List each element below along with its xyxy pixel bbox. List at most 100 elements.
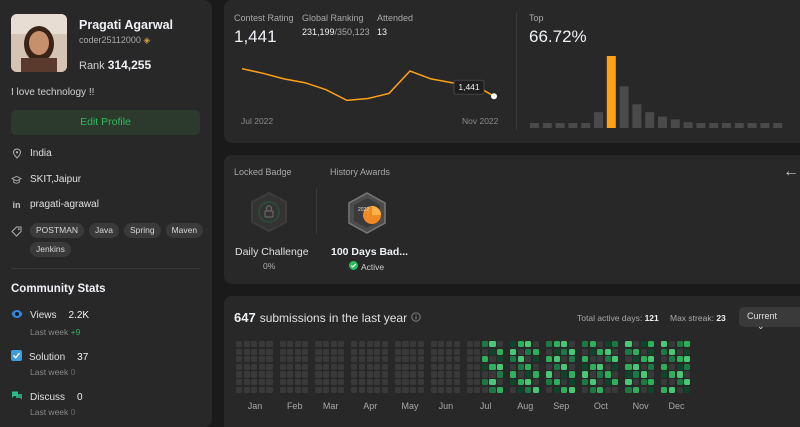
edit-profile-button[interactable]: Edit Profile <box>11 110 200 135</box>
heatmap-cell[interactable] <box>497 386 504 393</box>
skill-chip[interactable]: Jenkins <box>30 242 71 257</box>
heatmap-cell[interactable] <box>279 348 286 355</box>
heatmap-cell[interactable] <box>381 386 388 393</box>
heatmap-cell[interactable] <box>633 356 640 363</box>
heatmap-cell[interactable] <box>525 348 532 355</box>
heatmap-cell[interactable] <box>251 386 258 393</box>
heatmap-cell[interactable] <box>243 356 250 363</box>
heatmap-cell[interactable] <box>668 341 676 348</box>
heatmap-cell[interactable] <box>661 356 668 363</box>
heatmap-cell[interactable] <box>676 348 683 355</box>
heatmap-cell[interactable] <box>625 356 632 363</box>
heatmap-cell[interactable] <box>453 371 460 378</box>
heatmap-cell[interactable] <box>315 371 322 378</box>
heatmap-cell[interactable] <box>474 348 481 355</box>
heatmap-cell[interactable] <box>445 386 453 393</box>
heatmap-cell[interactable] <box>302 371 309 378</box>
heatmap-cell[interactable] <box>633 341 640 348</box>
heatmap-cell[interactable] <box>676 356 683 363</box>
heatmap-cell[interactable] <box>612 379 619 386</box>
heatmap-cell[interactable] <box>358 341 366 348</box>
heatmap-cell[interactable] <box>438 363 445 370</box>
heatmap-cell[interactable] <box>445 341 453 348</box>
heatmap-cell[interactable] <box>489 356 496 363</box>
heatmap-cell[interactable] <box>294 348 301 355</box>
heatmap-cell[interactable] <box>374 341 381 348</box>
heatmap-cell[interactable] <box>648 341 655 348</box>
heatmap-cell[interactable] <box>648 356 655 363</box>
heatmap-cell[interactable] <box>417 341 424 348</box>
heatmap-cell[interactable] <box>323 348 330 355</box>
heatmap-cell[interactable] <box>338 386 345 393</box>
heatmap-cell[interactable] <box>243 371 250 378</box>
heatmap-cell[interactable] <box>684 379 691 386</box>
heatmap-cell[interactable] <box>358 379 366 386</box>
heatmap-cell[interactable] <box>358 348 366 355</box>
heatmap-cell[interactable] <box>323 356 330 363</box>
heatmap-cell[interactable] <box>430 379 437 386</box>
heatmap-cell[interactable] <box>497 379 504 386</box>
heatmap-cell[interactable] <box>625 348 632 355</box>
heatmap-cell[interactable] <box>597 348 604 355</box>
heatmap-cell[interactable] <box>402 341 409 348</box>
heatmap-cell[interactable] <box>302 341 309 348</box>
heatmap-cell[interactable] <box>517 341 524 348</box>
heatmap-cell[interactable] <box>684 386 691 393</box>
heatmap-cell[interactable] <box>410 341 417 348</box>
heatmap-cell[interactable] <box>546 379 553 386</box>
heatmap-cell[interactable] <box>661 363 668 370</box>
heatmap-cell[interactable] <box>430 363 437 370</box>
heatmap-cell[interactable] <box>394 348 401 355</box>
heatmap-cell[interactable] <box>266 371 273 378</box>
heatmap-cell[interactable] <box>258 356 265 363</box>
heatmap-cell[interactable] <box>684 371 691 378</box>
heatmap-cell[interactable] <box>294 371 301 378</box>
heatmap-cell[interactable] <box>315 348 322 355</box>
heatmap-cell[interactable] <box>546 341 553 348</box>
heatmap-cell[interactable] <box>266 341 273 348</box>
heatmap-cell[interactable] <box>287 341 294 348</box>
heatmap-cell[interactable] <box>581 348 589 355</box>
heatmap-cell[interactable] <box>466 386 473 393</box>
heatmap-cell[interactable] <box>258 371 265 378</box>
heatmap-cell[interactable] <box>561 348 568 355</box>
heatmap-cell[interactable] <box>633 379 640 386</box>
heatmap-cell[interactable] <box>684 348 691 355</box>
heatmap-cell[interactable] <box>374 371 381 378</box>
heatmap-cell[interactable] <box>294 341 301 348</box>
heatmap-cell[interactable] <box>266 386 273 393</box>
heatmap-cell[interactable] <box>525 379 532 386</box>
heatmap-cell[interactable] <box>236 371 243 378</box>
heatmap-cell[interactable] <box>338 363 345 370</box>
heatmap-cell[interactable] <box>323 363 330 370</box>
heatmap-cell[interactable] <box>366 356 373 363</box>
heatmap-cell[interactable] <box>381 348 388 355</box>
heatmap-cell[interactable] <box>236 341 243 348</box>
heatmap-cell[interactable] <box>561 363 568 370</box>
heatmap-cell[interactable] <box>589 348 596 355</box>
heatmap-cell[interactable] <box>466 356 473 363</box>
heatmap-cell[interactable] <box>294 363 301 370</box>
heatmap-cell[interactable] <box>236 386 243 393</box>
heatmap-cell[interactable] <box>338 348 345 355</box>
heatmap-cell[interactable] <box>430 386 437 393</box>
heatmap-cell[interactable] <box>236 363 243 370</box>
heatmap-cell[interactable] <box>661 348 668 355</box>
heatmap-cell[interactable] <box>438 379 445 386</box>
heatmap-cell[interactable] <box>287 379 294 386</box>
heatmap-cell[interactable] <box>279 371 286 378</box>
heatmap-cell[interactable] <box>561 379 568 386</box>
heatmap-cell[interactable] <box>330 379 337 386</box>
heatmap-cell[interactable] <box>453 341 460 348</box>
heatmap-cell[interactable] <box>338 379 345 386</box>
heatmap-cell[interactable] <box>676 371 683 378</box>
skill-chip[interactable]: Maven <box>165 223 204 238</box>
heatmap-cell[interactable] <box>402 356 409 363</box>
heatmap-cell[interactable] <box>589 379 596 386</box>
heatmap-cell[interactable] <box>351 356 358 363</box>
heatmap-cell[interactable] <box>474 363 481 370</box>
heatmap-cell[interactable] <box>294 379 301 386</box>
heatmap-cell[interactable] <box>589 341 596 348</box>
heatmap-cell[interactable] <box>394 379 401 386</box>
arrow-left-icon[interactable]: ← <box>783 163 799 180</box>
